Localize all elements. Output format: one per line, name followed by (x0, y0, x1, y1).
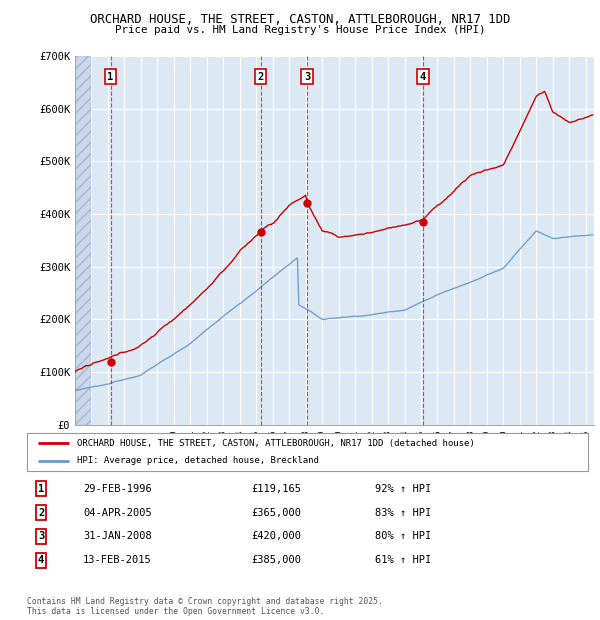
Text: £385,000: £385,000 (251, 556, 301, 565)
Text: 1: 1 (38, 484, 44, 494)
Text: 29-FEB-1996: 29-FEB-1996 (83, 484, 152, 494)
Text: 3: 3 (38, 531, 44, 541)
Text: Price paid vs. HM Land Registry's House Price Index (HPI): Price paid vs. HM Land Registry's House … (115, 25, 485, 35)
Text: 4: 4 (420, 72, 426, 82)
Text: 3: 3 (304, 72, 310, 82)
Text: 1: 1 (107, 72, 114, 82)
Text: ORCHARD HOUSE, THE STREET, CASTON, ATTLEBOROUGH, NR17 1DD: ORCHARD HOUSE, THE STREET, CASTON, ATTLE… (90, 13, 510, 25)
Bar (75, 56, 91, 425)
Text: 31-JAN-2008: 31-JAN-2008 (83, 531, 152, 541)
Text: ORCHARD HOUSE, THE STREET, CASTON, ATTLEBOROUGH, NR17 1DD (detached house): ORCHARD HOUSE, THE STREET, CASTON, ATTLE… (77, 438, 475, 448)
Text: 83% ↑ HPI: 83% ↑ HPI (375, 508, 431, 518)
Text: 2: 2 (38, 508, 44, 518)
Text: 04-APR-2005: 04-APR-2005 (83, 508, 152, 518)
Text: HPI: Average price, detached house, Breckland: HPI: Average price, detached house, Brec… (77, 456, 319, 466)
Text: £365,000: £365,000 (251, 508, 301, 518)
Text: 92% ↑ HPI: 92% ↑ HPI (375, 484, 431, 494)
Text: £119,165: £119,165 (251, 484, 301, 494)
Text: 4: 4 (38, 556, 44, 565)
Text: £420,000: £420,000 (251, 531, 301, 541)
Text: Contains HM Land Registry data © Crown copyright and database right 2025.
This d: Contains HM Land Registry data © Crown c… (27, 596, 383, 616)
Text: 13-FEB-2015: 13-FEB-2015 (83, 556, 152, 565)
Text: 80% ↑ HPI: 80% ↑ HPI (375, 531, 431, 541)
Text: 61% ↑ HPI: 61% ↑ HPI (375, 556, 431, 565)
Text: 2: 2 (257, 72, 263, 82)
